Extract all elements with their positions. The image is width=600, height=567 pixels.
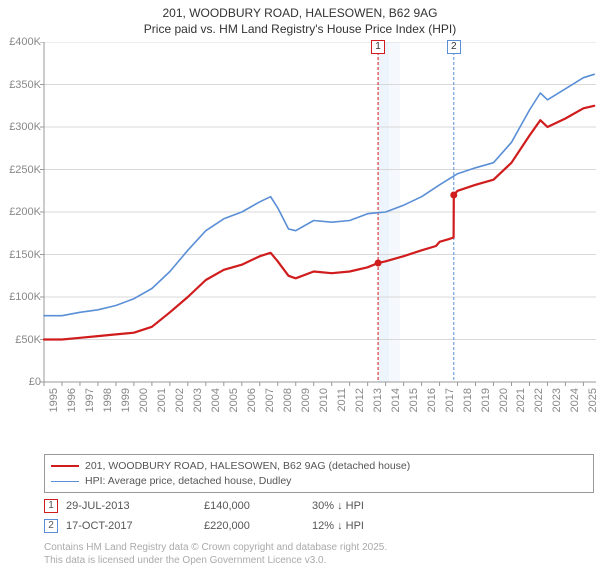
legend-row-series-0: 201, WOODBURY ROAD, HALESOWEN, B62 9AG (… — [51, 459, 587, 474]
page-root: 201, WOODBURY ROAD, HALESOWEN, B62 9AG P… — [0, 0, 600, 560]
xtick-label: 2002 — [174, 388, 186, 412]
transaction-price-2: £220,000 — [204, 520, 304, 532]
xtick-label: 2021 — [515, 388, 527, 412]
xtick-label: 2013 — [372, 388, 384, 412]
legend-swatch-price-paid — [51, 465, 79, 467]
xtick-label: 2000 — [138, 388, 150, 412]
xtick-label: 2001 — [156, 388, 168, 412]
xtick-label: 1997 — [84, 388, 96, 412]
legend-box: 201, WOODBURY ROAD, HALESOWEN, B62 9AG (… — [44, 454, 594, 493]
xtick-label: 1996 — [66, 388, 78, 412]
xtick-label: 2011 — [336, 388, 348, 412]
xtick-label: 2006 — [246, 388, 258, 412]
legend-area: 201, WOODBURY ROAD, HALESOWEN, B62 9AG (… — [44, 454, 594, 567]
ytick-label: £400K — [9, 36, 41, 48]
xtick-label: 2007 — [264, 388, 276, 412]
xtick-label: 2016 — [426, 388, 438, 412]
xtick-label: 1995 — [48, 388, 60, 412]
transaction-diff-2: 12% ↓ HPI — [312, 520, 432, 532]
ytick-label: £350K — [9, 79, 41, 91]
legend-label-price-paid: 201, WOODBURY ROAD, HALESOWEN, B62 9AG (… — [85, 459, 410, 474]
ytick-label: £0 — [29, 376, 41, 388]
footer-line-1: Contains HM Land Registry data © Crown c… — [44, 541, 594, 554]
xtick-label: 2010 — [318, 388, 330, 412]
xtick-label: 2008 — [282, 388, 294, 412]
xtick-label: 2025 — [587, 388, 599, 412]
transaction-date-2: 17-OCT-2017 — [66, 520, 196, 532]
legend-row-series-1: HPI: Average price, detached house, Dudl… — [51, 474, 587, 489]
xtick-label: 1998 — [102, 388, 114, 412]
xtick-label: 2004 — [210, 388, 222, 412]
ytick-label: £200K — [9, 206, 41, 218]
title-line-2: Price paid vs. HM Land Registry's House … — [0, 22, 600, 38]
xtick-label: 2012 — [354, 388, 366, 412]
xtick-label: 2022 — [533, 388, 545, 412]
xtick-label: 2005 — [228, 388, 240, 412]
title-line-1: 201, WOODBURY ROAD, HALESOWEN, B62 9AG — [0, 6, 600, 22]
chart-svg — [0, 42, 600, 422]
transaction-row-2: 2 17-OCT-2017 £220,000 12% ↓ HPI — [44, 519, 594, 533]
xtick-label: 2023 — [551, 388, 563, 412]
footer-line-2: This data is licensed under the Open Gov… — [44, 554, 594, 567]
legend-swatch-hpi — [51, 481, 79, 482]
xtick-label: 2014 — [390, 388, 402, 412]
chart-marker-1: 1 — [371, 40, 385, 54]
ytick-label: £150K — [9, 249, 41, 261]
xtick-label: 2020 — [498, 388, 510, 412]
legend-label-hpi: HPI: Average price, detached house, Dudl… — [85, 474, 291, 489]
transaction-marker-1: 1 — [44, 499, 58, 513]
chart-area: £0£50K£100K£150K£200K£250K£300K£350K£400… — [0, 42, 600, 422]
ytick-label: £250K — [9, 164, 41, 176]
transaction-marker-2: 2 — [44, 519, 58, 533]
chart-marker-2: 2 — [447, 40, 461, 54]
transaction-diff-1: 30% ↓ HPI — [312, 500, 432, 512]
xtick-label: 2017 — [444, 388, 456, 412]
ytick-label: £100K — [9, 291, 41, 303]
transaction-price-1: £140,000 — [204, 500, 304, 512]
ytick-label: £50K — [15, 334, 41, 346]
xtick-label: 1999 — [120, 388, 132, 412]
footer: Contains HM Land Registry data © Crown c… — [44, 541, 594, 567]
title-block: 201, WOODBURY ROAD, HALESOWEN, B62 9AG P… — [0, 0, 600, 37]
xtick-label: 2018 — [462, 388, 474, 412]
transaction-date-1: 29-JUL-2013 — [66, 500, 196, 512]
ytick-label: £300K — [9, 121, 41, 133]
transaction-row-1: 1 29-JUL-2013 £140,000 30% ↓ HPI — [44, 499, 594, 513]
xtick-label: 2003 — [192, 388, 204, 412]
xtick-label: 2019 — [480, 388, 492, 412]
xtick-label: 2009 — [300, 388, 312, 412]
xtick-label: 2015 — [408, 388, 420, 412]
xtick-label: 2024 — [569, 388, 581, 412]
